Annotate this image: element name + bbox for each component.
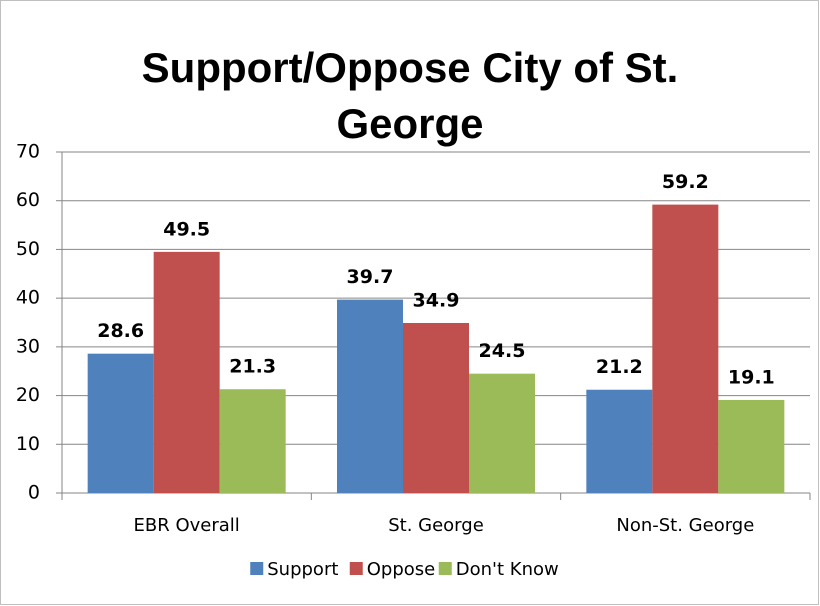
legend-label: Oppose	[367, 559, 435, 580]
bar	[469, 373, 535, 493]
value-label: 59.2	[662, 171, 709, 193]
y-tick-label: 70	[16, 141, 40, 163]
bar	[87, 353, 154, 493]
x-tick-label: St. George	[388, 515, 484, 536]
bar	[652, 204, 719, 493]
bar	[403, 322, 469, 493]
legend-swatch	[438, 562, 452, 575]
legend-label: Don't Know	[456, 559, 559, 580]
bar	[586, 389, 653, 493]
value-label: 19.1	[728, 366, 775, 388]
value-label: 21.2	[596, 356, 643, 378]
y-tick-label: 0	[28, 482, 40, 504]
bar	[219, 389, 286, 493]
bar	[337, 299, 403, 493]
legend-label: Support	[267, 559, 338, 580]
bar	[718, 399, 785, 493]
value-label: 34.9	[413, 289, 460, 311]
value-label: 24.5	[479, 340, 526, 362]
y-tick-label: 20	[16, 384, 40, 406]
x-tick-label: EBR Overall	[134, 515, 240, 536]
legend-swatch	[250, 562, 264, 575]
bar	[153, 251, 220, 493]
value-label: 39.7	[347, 266, 394, 288]
y-tick-label: 50	[16, 238, 40, 260]
y-tick-label: 40	[16, 287, 40, 309]
chart-title: Support/Oppose City of St. George	[141, 44, 679, 147]
y-tick-label: 10	[16, 433, 40, 455]
value-label: 49.5	[163, 218, 210, 240]
x-tick-label: Non-St. George	[616, 515, 754, 536]
value-label: 21.3	[229, 356, 276, 378]
legend-swatch	[349, 562, 363, 575]
value-label: 28.6	[97, 320, 144, 342]
y-tick-label: 60	[16, 189, 40, 211]
y-tick-label: 30	[16, 335, 40, 357]
